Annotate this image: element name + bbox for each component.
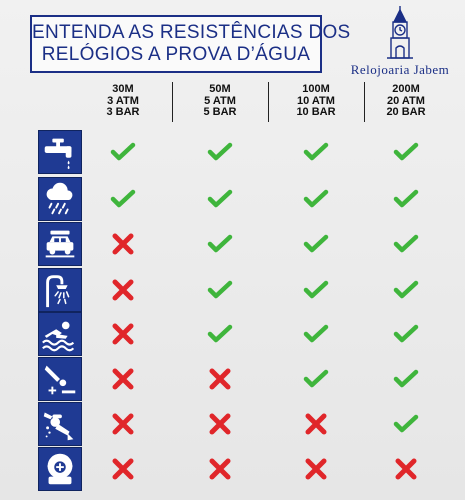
check-icon [303,186,329,212]
swimming-icon [38,312,82,356]
column-divider [364,82,365,122]
column-divider [172,82,173,122]
diving-helmet-icon [38,447,82,491]
column-header-bar: 10 BAR [296,106,336,118]
table-row [0,130,465,175]
cross-icon [303,411,329,437]
column-header-depth: 50M [209,83,231,95]
check-icon [303,139,329,165]
check-icon [303,321,329,347]
cross-icon [110,321,136,347]
brand-logo: Relojoaria Jabem [340,4,460,84]
table-row [0,222,465,267]
title-line-1: ENTENDA AS RESISTÊNCIAS DOS [32,22,351,43]
cross-icon [393,456,419,482]
check-icon [207,231,233,257]
column-header-depth: 100M [302,83,330,95]
check-icon [393,139,419,165]
cross-icon [110,366,136,392]
column-header-bar: 5 BAR [203,106,237,118]
column-header-atm: 10 ATM [297,94,335,107]
check-icon [207,139,233,165]
column-header: 30M 3 ATM 3 BAR [83,83,163,119]
table-row [0,312,465,357]
cross-icon [110,231,136,257]
cross-icon [207,411,233,437]
faucet-icon [38,130,82,174]
diving-icon [38,357,82,401]
scuba-diving-icon [38,402,82,446]
check-icon [303,277,329,303]
column-header: 100M 10 ATM 10 BAR [276,83,356,119]
column-divider [268,82,269,122]
column-header-depth: 30M [112,83,134,95]
car-wash-icon [38,222,82,266]
table-row [0,357,465,402]
check-icon [393,231,419,257]
table-row [0,177,465,222]
table-row [0,402,465,447]
check-icon [110,139,136,165]
column-header: 200M 20 ATM 20 BAR [366,83,446,119]
brand-name: Relojoaria Jabem [350,62,450,77]
column-header-depth: 200M [392,83,420,95]
clock-tower-icon [387,6,413,59]
cross-icon [303,456,329,482]
column-header-bar: 3 BAR [106,106,140,118]
cross-icon [110,411,136,437]
shower-icon [38,268,82,312]
check-icon [207,321,233,347]
check-icon [303,231,329,257]
check-icon [393,277,419,303]
cross-icon [207,366,233,392]
title-box: ENTENDA AS RESISTÊNCIAS DOS RELÓGIOS A P… [30,15,351,73]
column-header-atm: 5 ATM [204,94,236,107]
column-header-atm: 20 ATM [387,94,425,107]
cross-icon [110,277,136,303]
column-header: 50M 5 ATM 5 BAR [180,83,260,119]
check-icon [393,186,419,212]
check-icon [207,186,233,212]
column-header-bar: 20 BAR [386,106,426,118]
check-icon [393,321,419,347]
check-icon [393,366,419,392]
check-icon [110,186,136,212]
column-header-atm: 3 ATM [107,94,139,107]
cross-icon [110,456,136,482]
table-row [0,268,465,313]
rain-icon [38,177,82,221]
check-icon [303,366,329,392]
cross-icon [207,456,233,482]
check-icon [393,411,419,437]
check-icon [207,277,233,303]
table-row [0,447,465,492]
title-line-2: RELÓGIOS A PROVA D’ÁGUA [41,44,311,65]
